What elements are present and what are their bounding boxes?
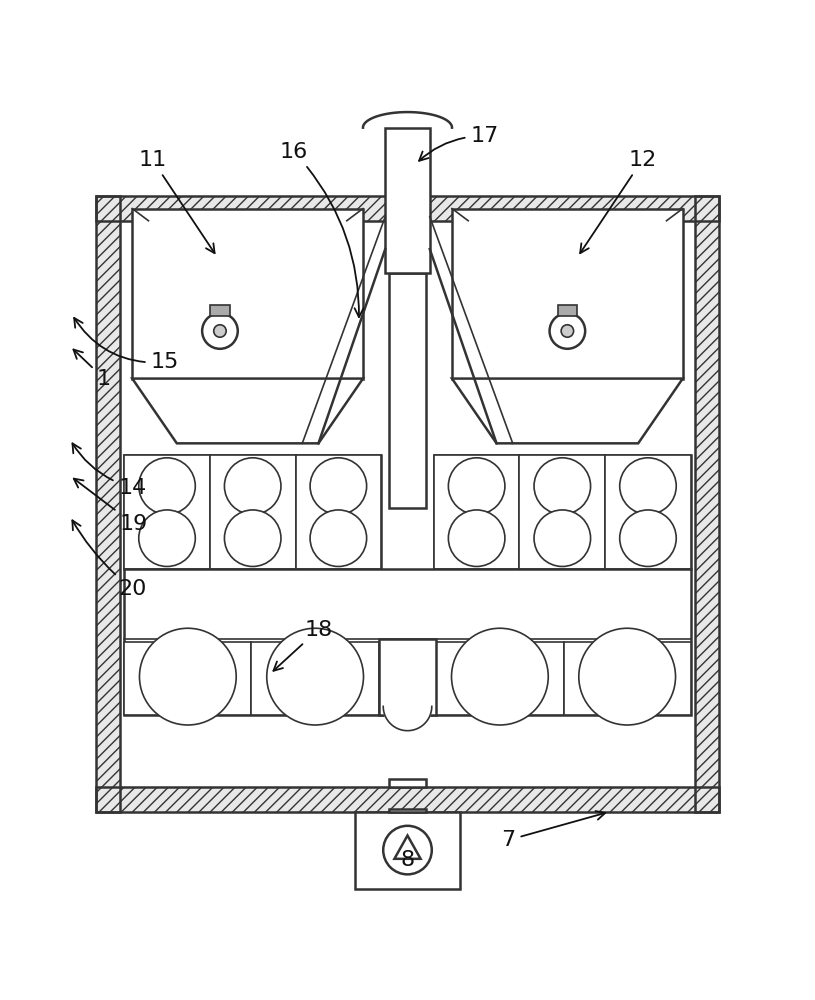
Bar xyxy=(385,128,430,273)
Bar xyxy=(132,209,363,379)
Bar xyxy=(209,455,296,569)
Bar xyxy=(96,196,719,221)
Circle shape xyxy=(619,458,676,514)
Circle shape xyxy=(139,628,236,725)
Circle shape xyxy=(562,325,574,337)
Bar xyxy=(124,455,209,569)
Circle shape xyxy=(139,510,196,566)
Text: 11: 11 xyxy=(139,150,214,253)
Bar xyxy=(434,455,519,569)
Bar xyxy=(695,196,719,812)
Circle shape xyxy=(619,510,676,566)
Text: 18: 18 xyxy=(273,620,333,671)
Bar xyxy=(210,305,230,316)
Bar xyxy=(124,569,691,715)
Circle shape xyxy=(224,458,281,514)
Circle shape xyxy=(452,628,548,725)
Bar xyxy=(252,642,379,715)
Circle shape xyxy=(310,458,367,514)
Text: 12: 12 xyxy=(580,150,656,253)
Bar xyxy=(606,455,691,569)
Text: 8: 8 xyxy=(400,850,415,870)
Bar xyxy=(355,812,460,889)
Circle shape xyxy=(448,458,505,514)
Circle shape xyxy=(383,826,432,874)
Text: 16: 16 xyxy=(280,142,363,317)
Polygon shape xyxy=(452,379,683,443)
Circle shape xyxy=(549,313,585,349)
Circle shape xyxy=(534,510,591,566)
Bar xyxy=(96,787,719,812)
Text: 20: 20 xyxy=(73,520,147,599)
Circle shape xyxy=(139,458,196,514)
Bar xyxy=(96,196,120,812)
Text: 17: 17 xyxy=(419,126,499,161)
Bar xyxy=(390,809,425,812)
Bar xyxy=(124,455,381,569)
Text: 14: 14 xyxy=(73,443,147,498)
Bar xyxy=(124,642,252,715)
Bar xyxy=(452,209,683,379)
Bar xyxy=(379,639,436,715)
Bar xyxy=(96,196,120,812)
Circle shape xyxy=(202,313,238,349)
Polygon shape xyxy=(383,706,432,731)
Text: 19: 19 xyxy=(74,479,148,534)
Circle shape xyxy=(579,628,676,725)
Bar xyxy=(96,196,719,221)
Polygon shape xyxy=(394,836,421,859)
Text: 1: 1 xyxy=(73,350,111,389)
Bar xyxy=(390,779,425,787)
Circle shape xyxy=(267,628,363,725)
Bar xyxy=(120,221,695,787)
Polygon shape xyxy=(132,379,363,443)
Bar xyxy=(519,455,606,569)
Bar xyxy=(96,787,719,812)
Bar xyxy=(436,642,563,715)
Bar xyxy=(434,455,691,569)
Bar xyxy=(557,305,577,316)
Circle shape xyxy=(534,458,591,514)
Bar xyxy=(296,455,381,569)
Circle shape xyxy=(224,510,281,566)
Circle shape xyxy=(310,510,367,566)
Bar xyxy=(563,642,691,715)
Bar xyxy=(390,273,425,508)
Circle shape xyxy=(448,510,505,566)
Text: 15: 15 xyxy=(74,318,178,372)
Text: 7: 7 xyxy=(501,811,606,850)
Circle shape xyxy=(214,325,227,337)
Bar xyxy=(695,196,719,812)
